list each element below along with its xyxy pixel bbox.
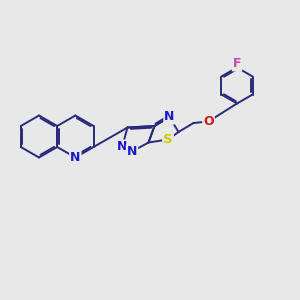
Text: N: N: [117, 140, 127, 154]
Text: O: O: [203, 115, 214, 128]
Text: N: N: [70, 151, 81, 164]
Text: S: S: [163, 133, 173, 146]
Text: N: N: [164, 110, 175, 124]
Text: F: F: [233, 57, 241, 70]
Text: N: N: [127, 145, 137, 158]
